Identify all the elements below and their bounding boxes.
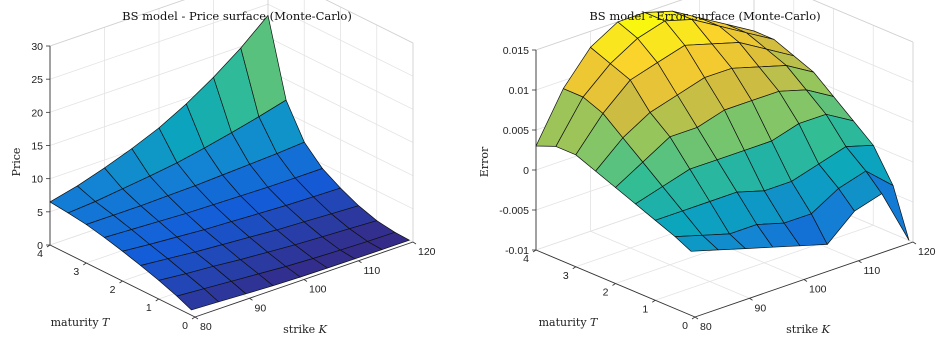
price-surface <box>49 15 410 311</box>
price-z-tick-label: 25 <box>31 74 43 86</box>
price-x-tick-mark <box>358 260 362 264</box>
price-y-axis-label: maturity T <box>51 316 111 329</box>
price-y-tick-mark <box>191 316 196 320</box>
error-z-tick-label: -0.01 <box>505 245 529 257</box>
error-surface-plot: 80 90 100 110 120 0 1 2 3 4-0.01 -0.005 0 0.005 0.01 0… <box>478 0 936 336</box>
error-x-axis-label: strike K <box>786 323 831 336</box>
price-box-edge <box>325 0 414 44</box>
price-x-tick-mark <box>194 316 199 320</box>
price-z-tick-label: 10 <box>31 174 43 186</box>
error-z-tick-label: 0.01 <box>509 85 530 97</box>
price-z-tick-label: 5 <box>37 207 43 219</box>
price-surface-patch <box>367 231 410 250</box>
error-y-axis-label-var: T <box>590 316 599 329</box>
error-x-tick-label: 100 <box>809 284 827 296</box>
error-y-tick-label: 0 <box>682 320 688 332</box>
error-y-tick-label: 1 <box>642 303 648 315</box>
price-x-axis-label-var: K <box>318 323 328 336</box>
price-z-tick-label: 0 <box>37 240 43 252</box>
price-x-tick-mark <box>303 279 308 282</box>
price-z-tick-label: 15 <box>31 141 43 153</box>
error-x-tick-mark <box>858 260 862 264</box>
price-x-tick-label: 90 <box>255 302 267 314</box>
price-z-tick-label: 20 <box>31 107 43 119</box>
price-x-tick-mark <box>412 241 417 245</box>
error-z-tick-label: 0.005 <box>503 125 529 137</box>
error-y-tick-mark <box>691 316 696 320</box>
price-y-tick-label: 3 <box>73 266 79 278</box>
error-x-tick-mark <box>694 316 699 320</box>
error-plot-title: BS model - Error surface (Monte-Carlo) <box>589 9 820 23</box>
error-x-axis-label-var: K <box>821 323 831 336</box>
price-y-tick-mark <box>83 262 87 266</box>
error-floor-gridline <box>655 224 874 301</box>
error-surface <box>535 10 910 252</box>
error-y-tick-mark <box>572 266 576 270</box>
error-x-tick-mark <box>803 279 808 282</box>
price-y-tick-label: 1 <box>146 302 152 314</box>
error-y-tick-mark <box>652 299 656 303</box>
error-y-tick-mark <box>612 283 616 286</box>
price-x-tick-label: 100 <box>309 284 327 296</box>
error-y-tick-label: 2 <box>603 287 609 299</box>
price-y-axis-label-text: maturity <box>51 316 102 329</box>
error-box-edge <box>812 0 914 43</box>
error-x-tick-label: 80 <box>700 321 712 333</box>
error-z-axis-label: Error <box>478 146 491 177</box>
error-x-tick-label: 90 <box>755 302 767 314</box>
error-x-tick-mark <box>749 297 753 301</box>
price-x-tick-mark <box>249 297 253 301</box>
price-x-axis-label-text: strike <box>283 323 319 336</box>
price-y-tick-label: 2 <box>110 284 116 296</box>
error-y-axis-label: maturity T <box>539 316 599 329</box>
price-y-tick-label: 0 <box>182 320 188 332</box>
error-y-tick-label: 3 <box>563 270 569 282</box>
price-y-tick-mark <box>155 298 159 302</box>
error-z-tick-label: 0 <box>523 165 529 177</box>
price-x-tick-label: 110 <box>364 265 381 277</box>
error-ticks: 80 90 100 110 120 0 1 2 3 4-0.01 -0.005 0 0.005 0.01 0… <box>499 45 935 333</box>
error-surface-patch <box>865 170 910 241</box>
price-z-tick-label: 30 <box>31 41 43 53</box>
price-box-edge <box>49 0 185 47</box>
error-x-tick-mark <box>912 241 917 245</box>
error-y-axis-label-text: maturity <box>539 316 590 329</box>
price-x-tick-label: 80 <box>200 321 212 333</box>
error-x-axis-label-text: strike <box>786 323 822 336</box>
price-z-axis-label: Price <box>10 148 23 177</box>
price-y-axis-label-var: T <box>102 316 111 329</box>
error-y-tick-label: 4 <box>523 253 529 265</box>
error-z-tick-label: 0.015 <box>503 45 529 57</box>
error-z-tick-label: -0.005 <box>499 205 529 217</box>
price-plot-title: BS model - Price surface (Monte-Carlo) <box>122 9 352 23</box>
price-x-tick-label: 120 <box>418 246 436 258</box>
price-y-tick-label: 4 <box>37 248 43 260</box>
error-x-tick-label: 120 <box>918 246 936 258</box>
error-x-tick-label: 110 <box>864 265 881 277</box>
price-x-axis-label: strike K <box>283 323 328 336</box>
price-y-tick-mark <box>119 280 123 284</box>
